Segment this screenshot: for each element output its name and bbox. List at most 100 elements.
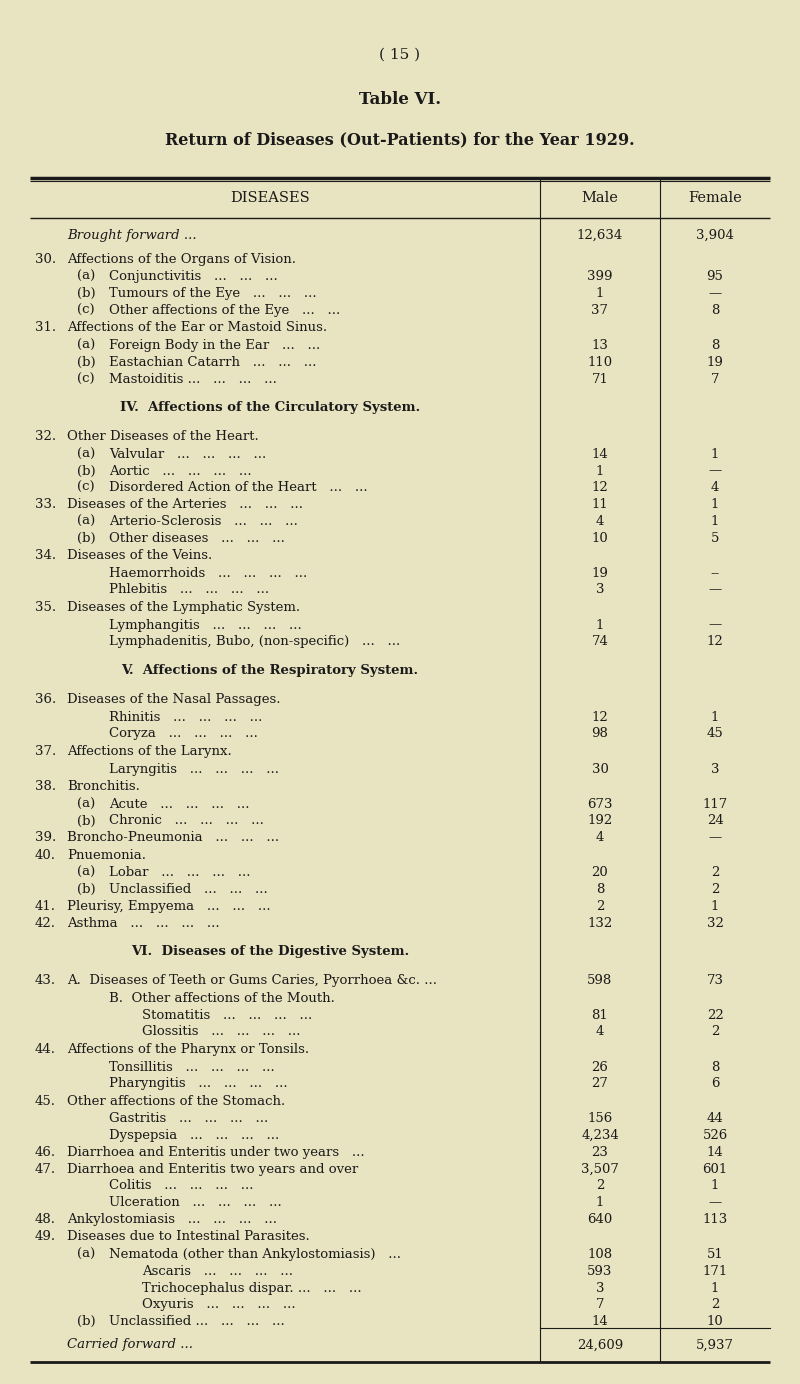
Text: 2: 2 (711, 866, 719, 879)
Text: 5: 5 (711, 531, 719, 544)
Text: 98: 98 (591, 728, 609, 740)
Text: 2: 2 (711, 883, 719, 895)
Text: (b): (b) (77, 356, 96, 368)
Text: B.  Other affections of the Mouth.: B. Other affections of the Mouth. (109, 992, 335, 1005)
Text: Diseases of the Arteries   ...   ...   ...: Diseases of the Arteries ... ... ... (67, 498, 303, 511)
Text: (a): (a) (77, 866, 95, 879)
Text: 108: 108 (587, 1248, 613, 1261)
Text: 3,904: 3,904 (696, 228, 734, 242)
Text: 5,937: 5,937 (696, 1338, 734, 1351)
Text: 48.: 48. (35, 1212, 56, 1226)
Text: 3: 3 (710, 763, 719, 775)
Text: Table VI.: Table VI. (359, 91, 441, 108)
Text: Pharyngitis   ...   ...   ...   ...: Pharyngitis ... ... ... ... (109, 1077, 288, 1091)
Text: 38.: 38. (35, 781, 56, 793)
Text: 30.: 30. (35, 253, 56, 266)
Text: 44.: 44. (35, 1044, 56, 1056)
Text: Mastoiditis ...   ...   ...   ...: Mastoiditis ... ... ... ... (109, 372, 277, 386)
Text: Diarrhoea and Enteritis under two years   ...: Diarrhoea and Enteritis under two years … (67, 1146, 365, 1158)
Text: 113: 113 (702, 1212, 728, 1226)
Text: 399: 399 (587, 270, 613, 284)
Text: (c): (c) (77, 304, 94, 317)
Text: Carried forward ...: Carried forward ... (67, 1338, 193, 1351)
Text: IV.  Affections of the Circulatory System.: IV. Affections of the Circulatory System… (120, 401, 420, 414)
Text: 1: 1 (711, 710, 719, 724)
Text: Affections of the Larynx.: Affections of the Larynx. (67, 745, 232, 758)
Text: 1: 1 (711, 900, 719, 913)
Text: 33.: 33. (35, 498, 56, 511)
Text: 23: 23 (591, 1146, 609, 1158)
Text: 640: 640 (587, 1212, 613, 1226)
Text: Diseases of the Lymphatic System.: Diseases of the Lymphatic System. (67, 601, 300, 614)
Text: Diseases of the Veins.: Diseases of the Veins. (67, 549, 212, 562)
Text: (a): (a) (77, 270, 95, 284)
Text: V.  Affections of the Respiratory System.: V. Affections of the Respiratory System. (122, 664, 418, 677)
Text: 14: 14 (706, 1146, 723, 1158)
Text: 4: 4 (596, 515, 604, 527)
Text: —: — (708, 832, 722, 844)
Text: 10: 10 (706, 1315, 723, 1329)
Text: 13: 13 (591, 339, 609, 352)
Text: Tonsillitis   ...   ...   ...   ...: Tonsillitis ... ... ... ... (109, 1060, 274, 1074)
Text: —: — (708, 619, 722, 631)
Text: 8: 8 (711, 1060, 719, 1074)
Text: 1: 1 (711, 515, 719, 527)
Text: Stomatitis   ...   ...   ...   ...: Stomatitis ... ... ... ... (142, 1009, 312, 1021)
Text: 14: 14 (592, 1315, 608, 1329)
Text: 22: 22 (706, 1009, 723, 1021)
Text: 4: 4 (596, 832, 604, 844)
Text: 31.: 31. (35, 321, 56, 335)
Text: 74: 74 (591, 635, 609, 648)
Text: (a): (a) (77, 448, 95, 461)
Text: 1: 1 (711, 1179, 719, 1193)
Text: 44: 44 (706, 1113, 723, 1125)
Text: Haemorrhoids   ...   ...   ...   ...: Haemorrhoids ... ... ... ... (109, 566, 307, 580)
Text: 36.: 36. (35, 693, 56, 706)
Text: 2: 2 (711, 1298, 719, 1311)
Text: (a): (a) (77, 515, 95, 527)
Text: 3: 3 (596, 584, 604, 597)
Text: 73: 73 (706, 974, 723, 987)
Text: (b): (b) (77, 814, 96, 828)
Text: Tumours of the Eye   ...   ...   ...: Tumours of the Eye ... ... ... (109, 286, 317, 300)
Text: 1: 1 (596, 465, 604, 477)
Text: (b): (b) (77, 531, 96, 544)
Text: Return of Diseases (Out-Patients) for the Year 1929.: Return of Diseases (Out-Patients) for th… (165, 131, 635, 148)
Text: (a): (a) (77, 797, 95, 811)
Text: 95: 95 (706, 270, 723, 284)
Text: 1: 1 (711, 1282, 719, 1294)
Text: Ulceration   ...   ...   ...   ...: Ulceration ... ... ... ... (109, 1196, 282, 1210)
Text: Coryza   ...   ...   ...   ...: Coryza ... ... ... ... (109, 728, 258, 740)
Text: 27: 27 (591, 1077, 609, 1091)
Text: 45: 45 (706, 728, 723, 740)
Text: 2: 2 (711, 1026, 719, 1038)
Text: 37.: 37. (35, 745, 56, 758)
Text: 12: 12 (706, 635, 723, 648)
Text: 8: 8 (711, 339, 719, 352)
Text: 8: 8 (596, 883, 604, 895)
Text: 1: 1 (596, 1196, 604, 1210)
Text: 42.: 42. (35, 916, 56, 930)
Text: Arterio-Sclerosis   ...   ...   ...: Arterio-Sclerosis ... ... ... (109, 515, 298, 527)
Text: (b): (b) (77, 883, 96, 895)
Text: Pnuemonia.: Pnuemonia. (67, 848, 146, 862)
Text: 14: 14 (592, 448, 608, 461)
Text: (a): (a) (77, 339, 95, 352)
Text: 2: 2 (596, 900, 604, 913)
Text: 1: 1 (596, 619, 604, 631)
Text: --: -- (710, 566, 720, 580)
Text: Diseases due to Intestinal Parasites.: Diseases due to Intestinal Parasites. (67, 1230, 310, 1243)
Text: 32.: 32. (35, 430, 56, 443)
Text: Male: Male (582, 191, 618, 205)
Text: Female: Female (688, 191, 742, 205)
Text: (c): (c) (77, 372, 94, 386)
Text: 526: 526 (702, 1129, 728, 1142)
Text: 19: 19 (591, 566, 609, 580)
Text: DISEASES: DISEASES (230, 191, 310, 205)
Text: Dyspepsia   ...   ...   ...   ...: Dyspepsia ... ... ... ... (109, 1129, 279, 1142)
Text: 673: 673 (587, 797, 613, 811)
Text: Lymphangitis   ...   ...   ...   ...: Lymphangitis ... ... ... ... (109, 619, 302, 631)
Text: Glossitis   ...   ...   ...   ...: Glossitis ... ... ... ... (142, 1026, 301, 1038)
Text: 4: 4 (596, 1026, 604, 1038)
Text: VI.  Diseases of the Digestive System.: VI. Diseases of the Digestive System. (131, 945, 409, 958)
